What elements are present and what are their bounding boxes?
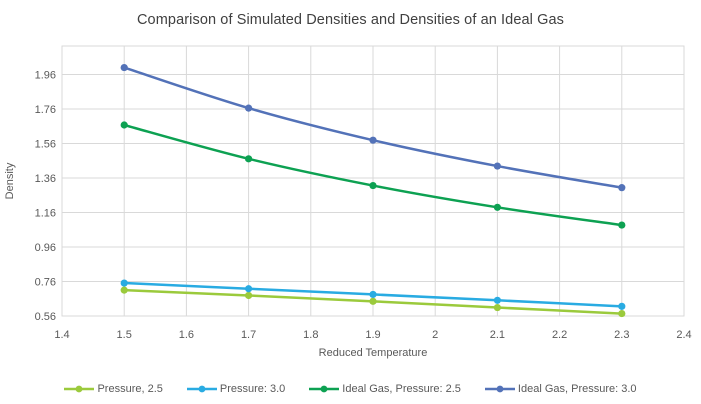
data-point-marker [245,104,253,112]
data-point-marker [493,162,501,170]
legend-swatch [186,385,217,393]
y-tick-label: 1.16 [35,207,56,219]
y-tick-label: 0.56 [35,311,56,323]
x-tick-label: 1.5 [117,329,132,341]
x-tick-label: 1.7 [241,329,256,341]
y-tick-label: 0.96 [35,242,56,254]
x-tick-label: 1.9 [365,329,380,341]
data-point-marker [618,221,626,229]
data-point-marker [120,279,128,287]
legend-label: Ideal Gas, Pressure: 3.0 [517,383,637,395]
x-axis-title: Reduced Temperature [318,347,428,359]
legend-swatch [64,385,95,393]
data-point-marker [493,296,501,304]
data-point-marker [369,290,377,299]
data-point-marker [369,181,377,190]
data-point-marker [120,121,128,129]
data-point-marker [493,203,501,211]
x-tick-label: 1.6 [179,329,194,341]
y-axis-title: Density [4,162,16,200]
data-point-marker [369,297,377,305]
y-tick-label: 1.36 [35,173,56,185]
data-point-marker [618,309,626,318]
data-point-marker [245,155,253,163]
legend-item: Ideal Gas, Pressure: 3.0 [484,383,637,395]
legend-label: Pressure, 2.5 [97,383,163,395]
legend-label: Ideal Gas, Pressure: 2.5 [342,383,461,395]
chart-title: Comparison of Simulated Densities and De… [136,12,565,28]
data-point-marker [618,184,626,192]
x-tick-label: 2 [432,329,438,341]
data-point-marker [369,136,377,144]
y-tick-label: 0.76 [35,276,56,288]
data-point-marker [493,303,501,312]
x-tick-label: 1.4 [54,329,69,341]
y-tick-label: 1.76 [35,104,56,116]
legend: Pressure, 2.5 Pressure: 3.0 Ideal Gas, Pre… [0,379,701,399]
x-tick-label: 2.3 [614,329,629,341]
plot-border [61,45,685,317]
legend-swatch [484,385,515,393]
data-point-marker [245,285,253,293]
x-tick-label: 1.8 [303,329,318,341]
legend-swatch [309,385,340,393]
legend-item: Ideal Gas, Pressure: 2.5 [309,383,461,395]
x-tick-label: 2.4 [676,329,691,341]
legend-label: Pressure: 3.0 [219,383,286,395]
legend-item: Pressure, 2.5 [64,383,163,395]
x-tick-label: 2.2 [552,329,567,341]
y-tick-label: 1.96 [35,69,56,81]
data-point-marker [618,302,626,310]
legend-item: Pressure: 3.0 [186,383,286,395]
data-point-marker [245,291,253,300]
data-point-marker [120,286,128,294]
data-point-marker [120,63,128,72]
x-tick-label: 2.1 [490,329,505,341]
y-tick-label: 1.56 [35,138,56,150]
